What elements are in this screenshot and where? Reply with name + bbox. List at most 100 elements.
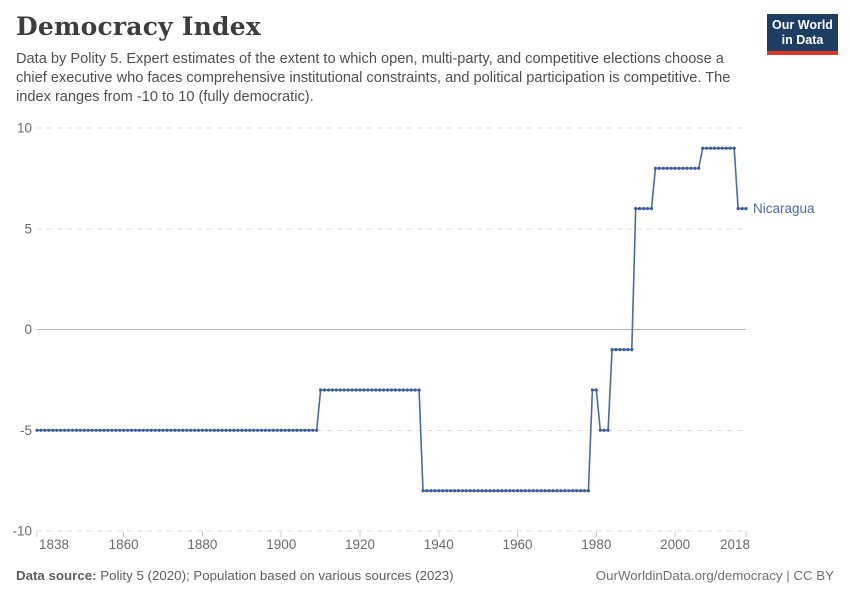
data-point [413, 388, 417, 392]
data-point [708, 146, 713, 150]
data-point [449, 489, 453, 493]
data-point [642, 207, 646, 211]
chart-subtitle: Data by Polity 5. Expert estimates of th… [16, 51, 731, 105]
data-point [527, 489, 532, 493]
data-point [464, 489, 468, 493]
data-point [153, 428, 157, 432]
data-point [594, 388, 598, 392]
data-point [468, 489, 472, 493]
data-point [319, 388, 323, 392]
data-point [504, 489, 508, 493]
y-gridlines [37, 127, 746, 532]
entity-label-nicaragua[interactable]: Nicaragua [753, 201, 815, 216]
data-point [386, 388, 390, 392]
x-axis-label-1900: 1900 [266, 537, 296, 552]
data-point [252, 428, 256, 432]
data-point [133, 428, 138, 432]
data-point [429, 489, 433, 493]
data-point [322, 388, 327, 392]
data-point [43, 428, 47, 432]
data-point [173, 428, 177, 432]
data-point [705, 146, 709, 150]
data-point [256, 428, 260, 432]
data-point [409, 388, 413, 392]
owid-logo-line1: Our World [772, 18, 833, 32]
data-point [645, 207, 650, 211]
data-point [358, 388, 362, 392]
data-point [515, 489, 520, 493]
y-axis-label-10: 10 [17, 121, 32, 136]
data-point [370, 388, 374, 392]
data-point [196, 428, 201, 432]
data-point [263, 428, 268, 432]
data-point [614, 348, 618, 352]
data-point [500, 489, 504, 493]
data-point [118, 428, 122, 432]
data-point [657, 166, 661, 170]
data-point [397, 388, 401, 392]
data-point [145, 428, 149, 432]
data-point [484, 489, 488, 493]
line-nicaragua[interactable] [37, 147, 746, 492]
data-point [665, 166, 669, 170]
data-point [622, 348, 626, 352]
x-axis-label-1860: 1860 [109, 537, 139, 552]
owid-logo[interactable]: Our World in Data [767, 14, 838, 55]
data-point [535, 489, 539, 493]
y-axis-label-0: 0 [24, 322, 32, 337]
x-axis-label-1940: 1940 [424, 537, 454, 552]
data-point [311, 428, 315, 432]
data-point [338, 388, 342, 392]
data-point [480, 489, 484, 493]
series-end-label[interactable]: Nicaragua [753, 201, 815, 216]
data-point [445, 489, 449, 493]
series-line-nicaragua[interactable] [35, 146, 748, 493]
data-point [177, 428, 181, 432]
data-point [129, 428, 134, 432]
data-point [185, 428, 189, 432]
data-point [240, 428, 244, 432]
data-point [232, 428, 236, 432]
data-point [271, 428, 275, 432]
democracy-index-chart: 1838 1860 1880 1900 1920 1940 1960 1980 2000 2018… [12, 121, 815, 553]
data-source-note: Data source: Polity 5 (2020); Population… [16, 568, 454, 583]
y-axis-labels: -10 -5 0 5 10 [12, 121, 32, 539]
x-tick-marks [36, 531, 747, 537]
data-point [496, 489, 500, 493]
data-point [472, 489, 476, 493]
data-point [275, 428, 279, 432]
data-point [236, 428, 240, 432]
data-point [425, 489, 429, 493]
y-axis-label-5: 5 [24, 221, 32, 236]
data-point [433, 489, 437, 493]
data-point [137, 428, 141, 432]
data-point [405, 388, 409, 392]
data-point [204, 428, 208, 432]
data-point [417, 388, 421, 392]
data-point [630, 348, 634, 352]
data-point [575, 489, 579, 493]
data-point [740, 207, 744, 211]
data-point [551, 489, 555, 493]
data-point [47, 428, 51, 432]
x-axis-label-2018: 2018 [720, 537, 750, 552]
data-point [563, 489, 567, 493]
data-point [579, 489, 583, 493]
data-point [547, 489, 551, 493]
credit-link[interactable]: OurWorldinData.org/democracy | CC BY [595, 568, 834, 583]
data-point [626, 348, 630, 352]
data-point [606, 428, 610, 432]
x-axis-labels: 1838 1860 1880 1900 1920 1940 1960 1980 2000 2018 [39, 537, 750, 552]
data-point [736, 207, 740, 211]
data-point [326, 388, 331, 392]
data-point [66, 428, 71, 432]
data-point [724, 146, 728, 150]
data-point [279, 428, 283, 432]
data-point [295, 428, 299, 432]
data-point [216, 428, 220, 432]
data-point [488, 489, 492, 493]
data-point [114, 428, 118, 432]
data-point [122, 428, 126, 432]
data-point [374, 388, 378, 392]
data-point [354, 388, 358, 392]
